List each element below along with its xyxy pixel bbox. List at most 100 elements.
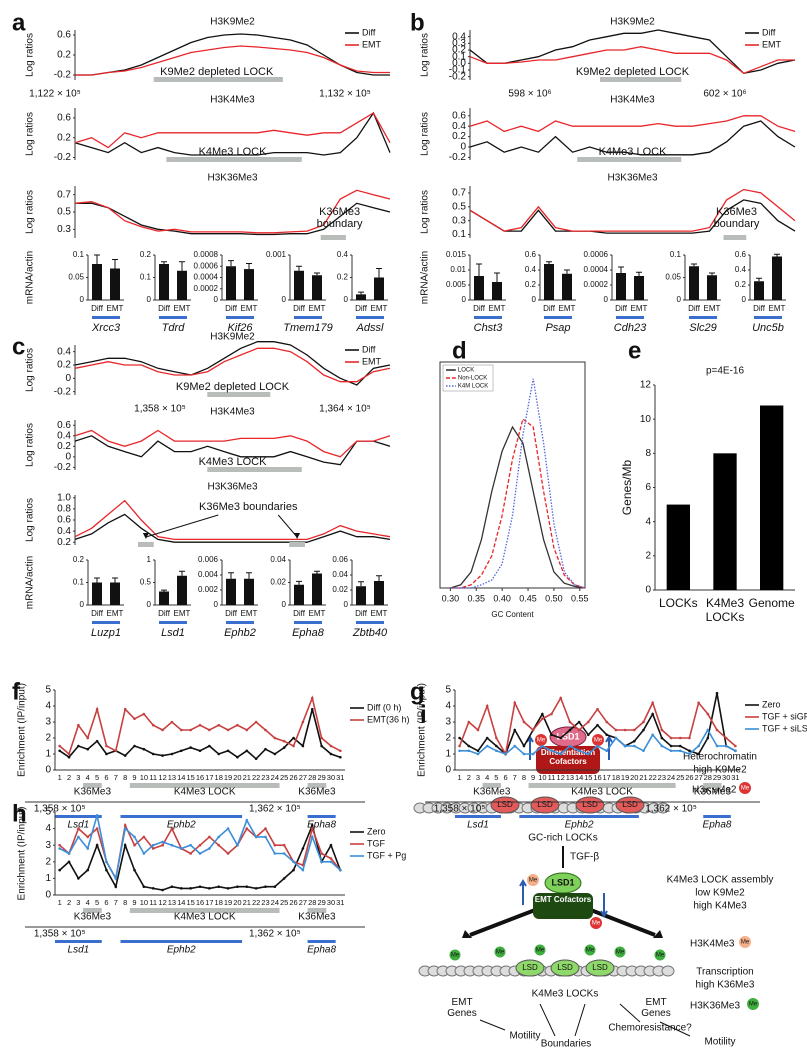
bar	[754, 281, 764, 300]
cofactor-text: Differentiation Cofactors	[540, 748, 596, 766]
point	[161, 843, 164, 847]
bar	[707, 275, 717, 300]
point	[133, 717, 136, 721]
region-label: K36Me3	[298, 912, 336, 923]
region-bar	[307, 908, 327, 913]
error-bar	[112, 577, 118, 583]
error-bar	[161, 261, 167, 264]
point	[105, 744, 108, 748]
x-tick-label: 5	[494, 773, 498, 782]
x-tick-label: 0.50	[545, 593, 563, 603]
y-tick-label: 0	[445, 765, 451, 776]
bar	[244, 578, 254, 605]
x-tick-label: 18	[215, 773, 223, 782]
legend-label: EMT	[362, 39, 382, 49]
gene-label: Ephb2	[565, 820, 594, 831]
region-label: K4Me3 LOCK	[571, 787, 633, 798]
y-tick-label: 0.2	[57, 50, 71, 61]
point	[605, 720, 608, 724]
region-label: K36Me3	[74, 912, 112, 923]
x-tick-label: 12	[557, 773, 565, 782]
series-line	[469, 120, 796, 156]
legend-label: EMT	[762, 39, 782, 49]
y-tick-label: 0	[282, 600, 287, 609]
outcome: Boundaries	[541, 1039, 592, 1050]
point	[245, 728, 249, 732]
chart-title: H3K4Me3	[610, 95, 655, 106]
state-text: Transcription	[696, 967, 753, 978]
x-tick-label: 30	[722, 773, 730, 782]
y-tick-label: -0.2	[449, 152, 467, 163]
point	[236, 885, 239, 888]
point	[504, 752, 507, 756]
point	[179, 749, 183, 753]
x-tick-label: Diff	[225, 304, 238, 313]
y-axis-label: Log ratios	[25, 33, 36, 77]
gene-bar	[689, 316, 717, 319]
point	[587, 733, 590, 737]
me-label: Me	[496, 950, 505, 956]
y-tick-label: 0.02	[332, 585, 348, 594]
point	[715, 744, 719, 748]
region-bar	[528, 783, 676, 788]
x-tick-label: 7	[114, 773, 118, 782]
x-tick-label: Diff	[91, 609, 104, 618]
point	[58, 868, 61, 872]
chart-title: H3K9Me2	[210, 332, 255, 343]
lsd-label: LSD	[522, 963, 538, 972]
y-tick-label: 0	[147, 295, 152, 304]
point	[339, 868, 342, 872]
y-axis-label: Enrichment (IP/input)	[417, 683, 428, 777]
x-tick-label: 27	[299, 773, 307, 782]
x-tick-label: 24	[271, 898, 279, 907]
point	[123, 823, 127, 827]
point	[245, 819, 249, 822]
y-tick-label: 0.04	[332, 570, 348, 579]
legend-label: EMT(36 h)	[367, 714, 410, 724]
point	[217, 752, 221, 756]
y-tick-label: 0	[462, 295, 467, 304]
me-mark: Me	[747, 998, 759, 1010]
x-tick-label: Diff	[753, 304, 766, 313]
point	[320, 744, 323, 748]
y-tick-label: 0.4	[525, 265, 537, 274]
mark-name: H3K4Me3	[690, 939, 735, 950]
plot-frame	[439, 361, 586, 589]
point	[669, 736, 673, 740]
point	[264, 835, 267, 839]
point	[77, 744, 80, 748]
point	[208, 728, 211, 732]
gene-bar	[544, 316, 572, 319]
point	[198, 852, 202, 855]
point	[642, 720, 645, 724]
y-tick-label: 0.1	[452, 229, 466, 240]
point	[467, 720, 471, 724]
x-tick-label: 19	[621, 773, 629, 782]
y-axis-label: Log ratios	[420, 190, 431, 234]
x-tick-label: 21	[639, 773, 647, 782]
genes-text: EMT Genes	[447, 997, 477, 1019]
y-tick-label: -0.2	[449, 71, 467, 82]
me-mark: Me	[527, 874, 539, 886]
gene-label: Chst3	[474, 322, 504, 334]
lsd-icon	[550, 959, 580, 977]
y-tick-label: 4	[445, 701, 451, 712]
region-bar	[577, 157, 682, 162]
point	[522, 752, 526, 756]
y-tick-label: 1	[147, 555, 152, 564]
error-bar	[494, 272, 500, 282]
point	[170, 752, 174, 756]
x-tick-label: LOCKs	[659, 596, 698, 610]
chart-title: H3K9Me2	[210, 17, 255, 28]
gene-bar	[92, 316, 120, 319]
gene-label: Tdrd	[162, 322, 186, 334]
x-tick-label: 20	[233, 898, 241, 907]
region-bar	[600, 77, 682, 82]
x-tick-label: 3	[76, 898, 80, 907]
y-tick-label: 0.0004	[194, 273, 219, 282]
bar	[177, 270, 187, 300]
x-tick-label: 2	[67, 773, 71, 782]
y-tick-label: 0	[282, 295, 287, 304]
